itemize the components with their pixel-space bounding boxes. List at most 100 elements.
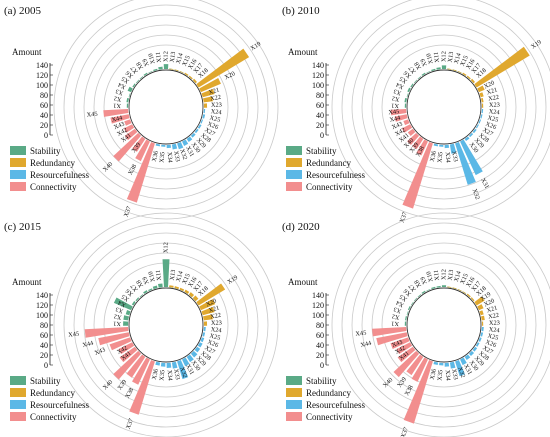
bar-stability-X3 xyxy=(406,311,409,316)
category-label: X38 xyxy=(124,387,135,400)
category-label: X44 xyxy=(360,340,373,350)
category-label: X3 xyxy=(393,87,402,96)
category-label: X26 xyxy=(206,121,219,132)
category-label: X12 xyxy=(440,269,447,280)
category-label: X24 xyxy=(210,326,222,334)
bar-connectivity-X39 xyxy=(406,354,424,376)
amount-tick: 140 xyxy=(36,61,48,70)
bar-connectivity-X38 xyxy=(135,139,150,162)
legend-label: Connectivity xyxy=(30,182,77,192)
category-label: X23 xyxy=(211,102,222,109)
category-label: X3 xyxy=(115,87,124,96)
legend-label: Redundancy xyxy=(306,388,351,398)
bar-connectivity-X42 xyxy=(123,124,135,133)
bar-connectivity-X40 xyxy=(407,132,420,146)
grid-ring xyxy=(361,24,527,190)
legend-swatch-connectivity xyxy=(286,412,302,421)
category-label: X26 xyxy=(484,339,497,350)
bar-connectivity-X41 xyxy=(124,128,138,141)
amount-tick: 0 xyxy=(44,361,48,370)
amount-tick: 120 xyxy=(36,71,48,80)
bar-redundancy-X17 xyxy=(466,75,471,80)
bar-stability-X6 xyxy=(413,79,418,84)
bar-resourcefulness-X36 xyxy=(433,361,439,365)
bar-redundancy-X15 xyxy=(179,287,185,292)
category-label: X14 xyxy=(175,270,185,283)
bar-resourcefulness-X35 xyxy=(439,144,444,147)
bar-stability-X7 xyxy=(417,294,422,298)
category-label: X37 xyxy=(400,426,410,437)
amount-tick: 0 xyxy=(320,131,324,140)
bar-stability-X7 xyxy=(417,76,422,80)
bar-stability-X11 xyxy=(436,67,441,70)
grid-ring xyxy=(361,242,527,408)
bar-resourcefulness-X30 xyxy=(464,354,471,361)
bar-resourcefulness-X33 xyxy=(171,361,178,369)
legend-swatch-resourcefulness xyxy=(10,400,26,409)
legend-label: Connectivity xyxy=(30,412,77,422)
bar-stability-X4 xyxy=(407,305,411,311)
grid-ring xyxy=(73,232,259,418)
amount-tick: 100 xyxy=(36,81,48,90)
category-label: X36 xyxy=(429,150,438,162)
grid-ring xyxy=(351,14,537,200)
bar-stability-X5 xyxy=(131,300,136,306)
bar-redundancy-X20 xyxy=(477,304,484,311)
amount-tick: 80 xyxy=(316,321,324,330)
legend-label: Redundancy xyxy=(30,388,75,398)
bar-stability-X10 xyxy=(431,68,436,72)
bar-redundancy-X22 xyxy=(203,96,213,103)
category-label: X20 xyxy=(483,79,496,90)
category-label: X42 xyxy=(116,126,129,137)
category-label: X22 xyxy=(488,94,500,103)
category-label: X45 xyxy=(86,111,98,119)
amount-label: Amount xyxy=(288,47,318,57)
bar-redundancy-X17 xyxy=(188,75,193,80)
bar-stability-X5 xyxy=(410,83,414,88)
legend-swatch-connectivity xyxy=(10,182,26,191)
category-label: X7 xyxy=(129,282,139,292)
amount-tick: 140 xyxy=(36,291,48,300)
category-label: X24 xyxy=(210,108,222,116)
category-label: X34 xyxy=(166,370,174,382)
category-label: X45 xyxy=(355,330,367,338)
category-label: X14 xyxy=(175,52,185,65)
bar-resourcefulness-X24 xyxy=(481,108,484,114)
bar-stability-X7 xyxy=(139,76,144,80)
category-label: X37 xyxy=(399,211,409,224)
category-label: X36 xyxy=(151,150,160,162)
bar-connectivity-X37 xyxy=(402,141,433,209)
category-label: X44 xyxy=(389,114,402,124)
inner-ring xyxy=(406,287,482,363)
bar-stability-X12 xyxy=(441,65,447,70)
amount-tick: 80 xyxy=(40,91,48,100)
bar-resourcefulness-X36 xyxy=(433,143,439,147)
bar-resourcefulness-X27 xyxy=(197,342,203,348)
category-label: X43 xyxy=(94,346,107,357)
bar-resourcefulness-X31 xyxy=(460,357,467,366)
bar-resourcefulness-X31 xyxy=(182,139,189,146)
bar-connectivity-X37 xyxy=(126,141,155,203)
category-label: X2 xyxy=(113,94,122,102)
category-label: X5 xyxy=(120,75,130,85)
bar-resourcefulness-X25 xyxy=(202,114,206,119)
bar-resourcefulness-X34 xyxy=(444,362,450,367)
category-label: X8 xyxy=(413,278,423,288)
bar-redundancy-X14 xyxy=(174,69,179,72)
amount-tick: 20 xyxy=(40,121,48,130)
category-label: X44 xyxy=(111,114,124,124)
amount-label: Amount xyxy=(288,277,318,287)
amount-label: Amount xyxy=(12,47,42,57)
bar-redundancy-X18 xyxy=(470,78,475,84)
amount-tick: 60 xyxy=(316,331,324,340)
category-label: X23 xyxy=(211,320,222,327)
category-label: X6 xyxy=(124,287,134,297)
amount-tick: 20 xyxy=(316,351,324,360)
category-label: X13 xyxy=(447,269,455,281)
bar-resourcefulness-X35 xyxy=(161,144,166,147)
legend-swatch-stability xyxy=(10,146,26,155)
legend-swatch-redundancy xyxy=(286,158,302,167)
category-label: X9 xyxy=(141,275,151,285)
category-label: X43 xyxy=(391,339,404,350)
